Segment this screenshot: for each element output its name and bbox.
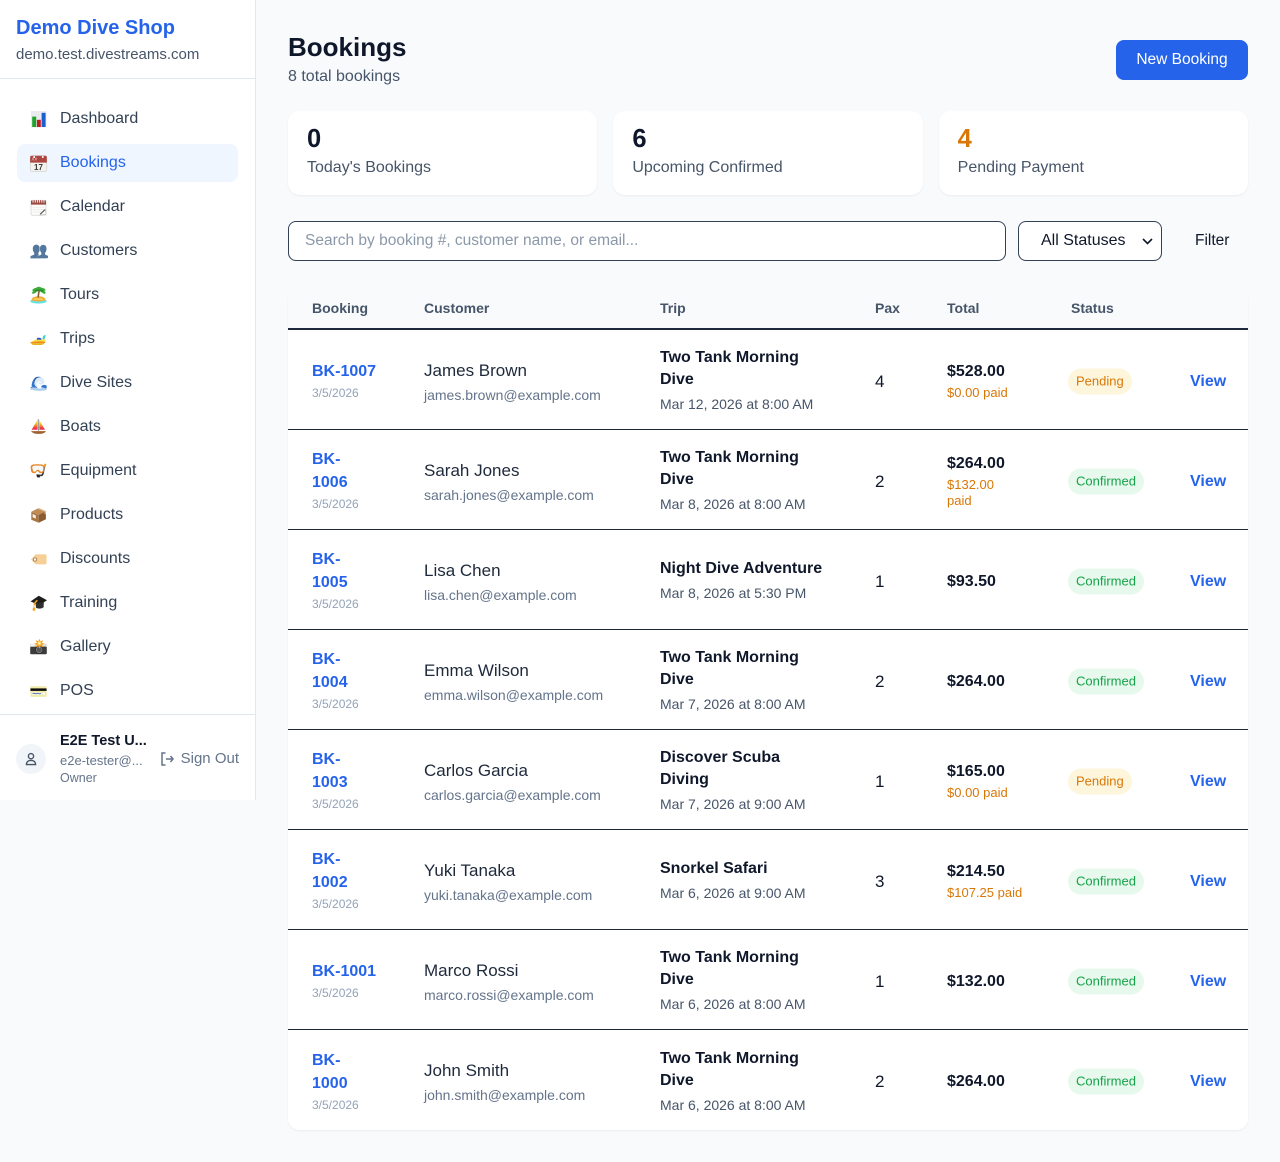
svg-text:XX: XX — [31, 156, 37, 161]
svg-text:17: 17 — [34, 162, 43, 171]
